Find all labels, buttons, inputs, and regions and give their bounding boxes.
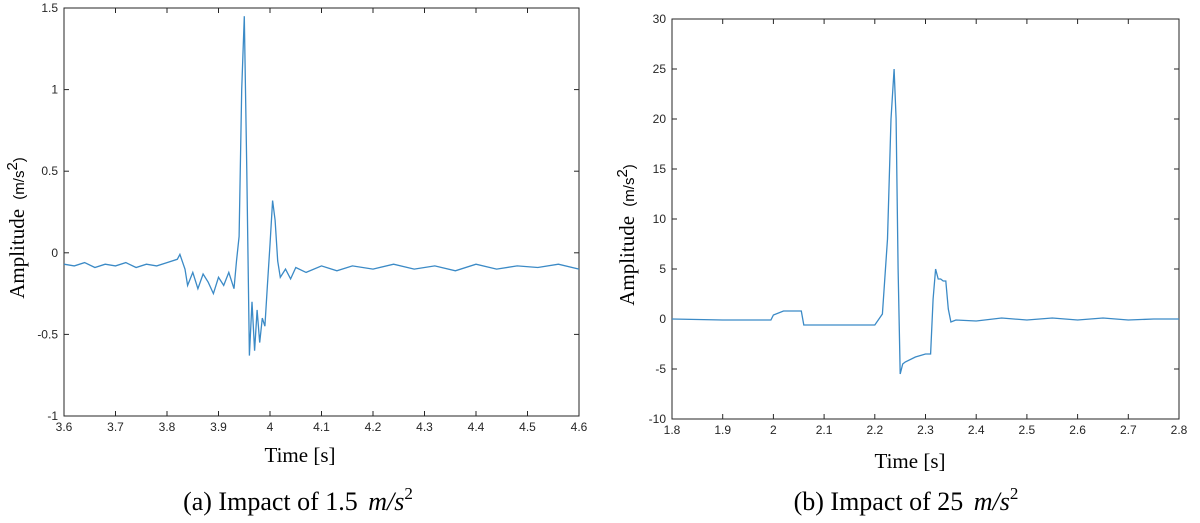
y-axis-unit: (m/s: [11, 171, 28, 200]
y-tick-label: 20: [653, 112, 667, 126]
x-tick-label: 4.4: [468, 420, 485, 434]
x-tick-label: 2.4: [968, 423, 985, 437]
svg-text:Amplitude (m/s2): Amplitude (m/s2): [4, 157, 29, 299]
x-tick-label: 2: [770, 423, 777, 437]
y-tick-label: -5: [655, 362, 666, 376]
y-axis-unit-exp: 2: [614, 169, 631, 177]
x-tick-label: 2.5: [1019, 423, 1036, 437]
y-axis-label-group: Amplitude (m/s2): [614, 164, 639, 306]
caption-b-unit: m/s: [974, 487, 1010, 516]
x-tick-label: 2.2: [866, 423, 883, 437]
svg-text:Amplitude (m/s2): Amplitude (m/s2): [614, 164, 639, 306]
y-axis-unit-close: ): [11, 157, 28, 162]
x-tick-label: 3.6: [56, 420, 73, 434]
y-tick-label: 1: [51, 83, 58, 97]
y-axis-unit: (m/s: [621, 178, 638, 207]
panel-b-chart: 1.8 1.9 2 2.1 2.2 2.3 2.4 2.5 2.6 2.7 2.8 -10 -5 0 5 10…: [614, 12, 1188, 516]
x-axis-label: Time [s]: [875, 449, 946, 473]
caption-b-exp: 2: [1010, 484, 1019, 503]
y-tick-label: -10: [649, 412, 667, 426]
x-tick-label: 4.6: [571, 420, 588, 434]
x-tick-label: 4.5: [519, 420, 536, 434]
y-axis-unit-close: ): [621, 164, 638, 169]
caption-a: (a) Impact of 1.5 m/s2: [183, 484, 413, 516]
x-tick-label: 3.8: [159, 420, 176, 434]
y-tick-label: 0: [51, 246, 58, 260]
x-tick-label: 4.3: [416, 420, 433, 434]
y-tick-label: 25: [653, 62, 667, 76]
x-tick-label: 2.3: [917, 423, 934, 437]
series-line: [63, 16, 580, 356]
y-axis-label: Amplitude: [615, 216, 639, 306]
x-axis-label: Time [s]: [265, 443, 336, 467]
y-tick-label: 0.5: [41, 164, 58, 178]
panel-a-chart: 3.6 3.7 3.8 3.9 4 4.1 4.2 4.3 4.4 4.5 4.6 -1 -0.5 0 0.…: [4, 1, 588, 516]
y-axis-label: Amplitude: [5, 209, 29, 299]
x-tick-label: 4: [267, 420, 274, 434]
y-tick-label: -1: [47, 409, 58, 423]
y-tick-label: 1.5: [41, 1, 58, 15]
series-line: [671, 68, 1179, 375]
y-tick-label: -0.5: [37, 327, 58, 341]
x-tick-label: 3.9: [210, 420, 227, 434]
tick-group: 3.6 3.7 3.8 3.9 4 4.1 4.2 4.3 4.4 4.5 4.6 -1 -0.5 0 0.…: [37, 1, 587, 434]
x-tick-label: 4.2: [365, 420, 382, 434]
x-tick-label: 2.1: [816, 423, 833, 437]
y-tick-label: 30: [653, 12, 667, 26]
x-tick-label: 2.8: [1171, 423, 1188, 437]
caption-a-exp: 2: [404, 484, 413, 503]
plot-frame: [63, 7, 580, 417]
x-tick-label: 2.6: [1069, 423, 1086, 437]
x-tick-label: 3.7: [107, 420, 124, 434]
y-axis-unit-exp: 2: [4, 162, 21, 170]
y-tick-label: 10: [653, 212, 667, 226]
x-tick-label: 2.7: [1120, 423, 1137, 437]
plot-frame: [671, 18, 1180, 420]
caption-b-prefix: (b) Impact of 25: [794, 487, 964, 516]
tick-group: 1.8 1.9 2 2.1 2.2 2.3 2.4 2.5 2.6 2.7 2.8 -10 -5 0 5 10…: [649, 12, 1188, 437]
y-tick-label: 0: [659, 312, 666, 326]
x-tick-label: 1.9: [714, 423, 731, 437]
caption-a-unit: m/s: [368, 487, 404, 516]
y-tick-label: 5: [659, 262, 666, 276]
caption-b: (b) Impact of 25 m/s2: [794, 484, 1019, 516]
caption-a-prefix: (a) Impact of 1.5: [183, 487, 358, 516]
y-tick-label: 15: [653, 162, 667, 176]
x-tick-label: 1.8: [664, 423, 681, 437]
x-tick-label: 4.1: [313, 420, 330, 434]
y-axis-label-group: Amplitude (m/s2): [4, 157, 29, 299]
